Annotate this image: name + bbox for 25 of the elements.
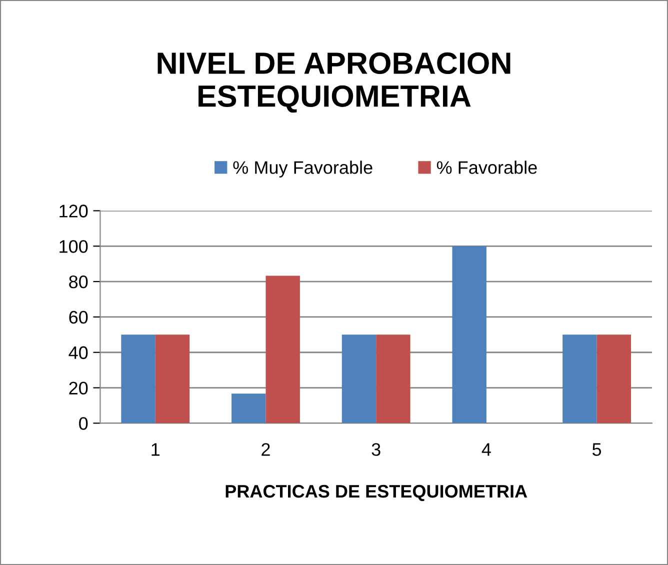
y-tick-label: 0 <box>79 417 88 430</box>
bar <box>121 334 156 424</box>
x-tick-label: 4 <box>482 443 491 456</box>
bar <box>596 334 631 424</box>
x-tick-label: 3 <box>372 443 380 456</box>
x-tick-label: 5 <box>592 443 602 456</box>
x-tick-label: 1 <box>152 443 160 456</box>
legend-label: % Muy Favorable <box>233 160 372 178</box>
bar <box>232 394 266 424</box>
x-axis-title: PRACTICAS DE ESTEQUIOMETRIA <box>226 484 528 502</box>
bar <box>266 276 300 424</box>
y-tick-label: 80 <box>69 275 88 288</box>
x-tick-label: 2 <box>262 443 270 456</box>
chart-title: NIVEL DE APROBACION ESTEQUIOMETRIA <box>158 52 510 113</box>
y-tick-label: 100 <box>60 240 88 253</box>
bar <box>342 334 376 424</box>
bar <box>155 334 190 424</box>
y-tick-label: 40 <box>68 346 88 360</box>
y-tick-label: 60 <box>69 310 88 324</box>
bar <box>376 334 410 424</box>
y-tick-label: 20 <box>69 382 88 394</box>
bar <box>452 246 486 424</box>
bar <box>562 334 597 424</box>
y-tick-label: 120 <box>60 204 88 218</box>
legend-label: % Favorable <box>436 160 537 174</box>
